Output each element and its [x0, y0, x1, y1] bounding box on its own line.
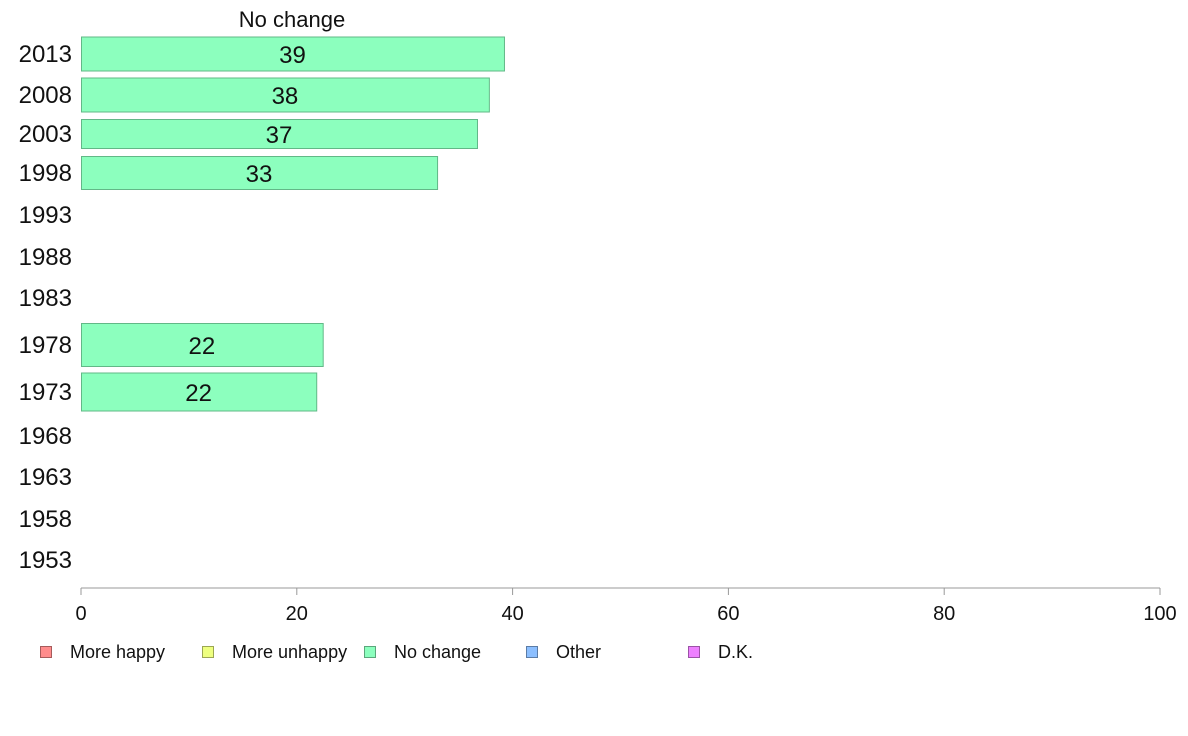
y-tick-label: 2008 [19, 82, 72, 109]
chart-legend: More happy More unhappy No change Other D.K. [0, 640, 1188, 664]
bar-2013 [81, 36, 505, 72]
x-tick-label: 40 [501, 603, 523, 625]
legend-swatch [688, 646, 700, 658]
bar-data-label: 39 [279, 42, 306, 69]
bar-data-label: 22 [188, 333, 215, 360]
y-tick-label: 1958 [19, 506, 72, 533]
bar-2008 [81, 77, 490, 113]
x-tick-label: 60 [717, 603, 739, 625]
y-tick-label: 1973 [19, 379, 72, 406]
y-tick-label: 1953 [19, 547, 72, 574]
x-tick-label: 80 [933, 603, 955, 625]
bar-data-label: 33 [246, 161, 273, 188]
y-tick-label: 1968 [19, 423, 72, 450]
legend-item: No change [364, 640, 481, 664]
y-tick-label: 1988 [19, 244, 72, 271]
legend-swatch [40, 646, 52, 658]
legend-item: More unhappy [202, 640, 347, 664]
bar-data-label: 22 [185, 380, 212, 407]
bar-1973 [81, 372, 318, 412]
legend-swatch [364, 646, 376, 658]
y-tick-label: 2013 [19, 41, 72, 68]
y-tick-label: 2003 [19, 121, 72, 148]
bar-data-label: 38 [272, 83, 299, 110]
bar-1998 [81, 156, 439, 190]
legend-label: More happy [70, 641, 166, 662]
bar-data-label: 37 [266, 122, 293, 149]
x-tick-label: 0 [75, 603, 86, 625]
legend-item: More happy [40, 640, 165, 664]
bar-2003 [81, 119, 478, 149]
y-tick-label: 1983 [19, 285, 72, 312]
bar-1978 [81, 323, 324, 367]
y-tick-label: 1978 [19, 332, 72, 359]
legend-swatch [202, 646, 214, 658]
y-tick-label: 1963 [19, 464, 72, 491]
y-tick-label: 1993 [19, 202, 72, 229]
legend-label: D.K. [718, 641, 754, 662]
y-tick-label: 1998 [19, 160, 72, 187]
legend-item: Other [526, 640, 601, 664]
chart-title: No change [239, 7, 345, 32]
legend-label: Other [556, 641, 602, 662]
bar-chart: No change 39 38 37 33 22 22 2013 2008 2003 1998 1… [19, 7, 1177, 625]
legend-item: D.K. [688, 640, 753, 664]
legend-swatch [526, 646, 538, 658]
x-tick-label: 100 [1143, 603, 1176, 625]
legend-label: No change [394, 641, 482, 662]
x-tick-label: 20 [286, 603, 308, 625]
legend-label: More unhappy [232, 641, 348, 662]
